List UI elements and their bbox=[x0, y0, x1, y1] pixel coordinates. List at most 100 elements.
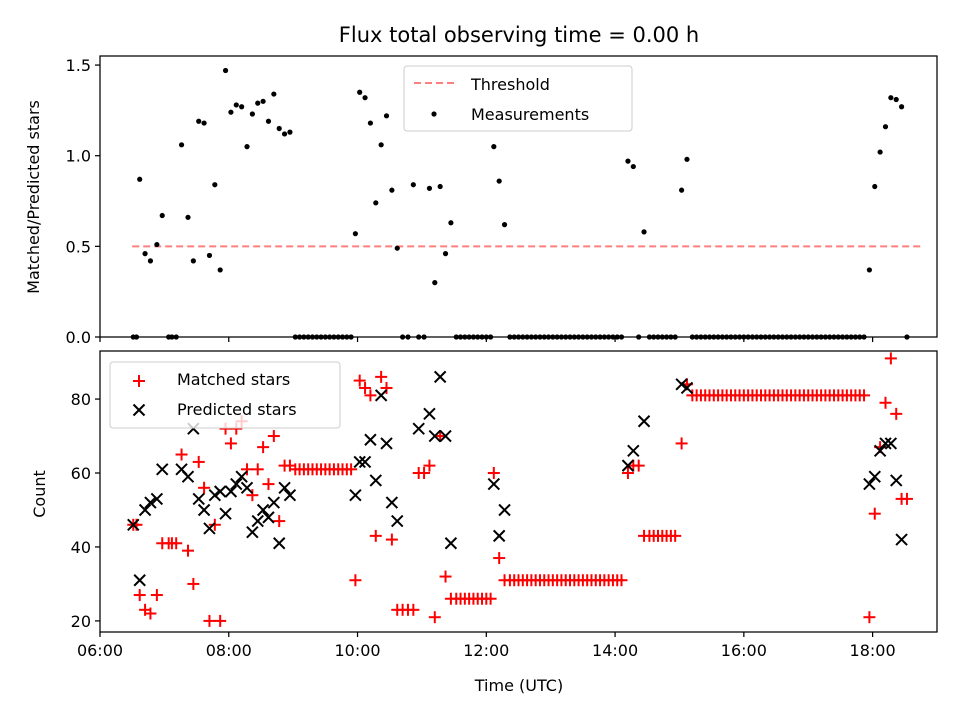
predicted-star-point bbox=[428, 429, 442, 443]
predicted-star-point bbox=[680, 381, 694, 395]
measurement-point bbox=[491, 144, 497, 150]
matched-star-point bbox=[858, 389, 871, 402]
bottom-panel: 06:00 08:00 10:00 12:00 14:00 16:00 18:00 20 40… bbox=[30, 350, 938, 695]
matched-star-point bbox=[214, 614, 227, 627]
matched-star-point bbox=[380, 381, 393, 394]
matched-star-point bbox=[890, 407, 903, 420]
predicted-star-point bbox=[213, 485, 227, 498]
bottom-legend: Matched stars Predicted stars bbox=[109, 361, 341, 429]
matched-star-point bbox=[187, 577, 200, 590]
matched-star-point bbox=[349, 574, 362, 587]
predicted-star-point bbox=[256, 503, 270, 517]
predicted-star-point bbox=[637, 415, 651, 428]
predicted-star-point bbox=[498, 503, 511, 517]
measurement-point bbox=[866, 267, 872, 273]
matched-star-point bbox=[884, 352, 897, 365]
matched-star-point bbox=[385, 533, 398, 546]
predicted-star-point bbox=[890, 474, 903, 487]
bottom-x-axis-label: Time (UTC) bbox=[474, 676, 563, 695]
matched-star-point bbox=[144, 607, 157, 620]
bottom-x-tick-label: 12:00 bbox=[463, 641, 509, 660]
measurement-point bbox=[679, 187, 685, 193]
threshold-legend-label: Threshold bbox=[470, 75, 550, 94]
measurement-point bbox=[147, 258, 154, 264]
predicted-star-point bbox=[895, 533, 908, 546]
predicted-star-point bbox=[156, 463, 169, 476]
predicted-star-point bbox=[364, 433, 377, 446]
bottom-axes-frame bbox=[99, 350, 938, 633]
predicted-star-point bbox=[150, 492, 164, 506]
predicted-star-point bbox=[433, 370, 447, 384]
measurement-point bbox=[898, 104, 905, 110]
matched-star-point bbox=[133, 589, 146, 602]
top-y-tick-label: 1.5 bbox=[66, 56, 91, 75]
predicted-star-point bbox=[262, 511, 275, 524]
predicted-star-point bbox=[444, 537, 458, 550]
matched-star-point bbox=[170, 537, 183, 550]
measurement-point bbox=[893, 96, 899, 103]
matched-star-point bbox=[224, 437, 237, 450]
predicted-star-point bbox=[283, 488, 297, 502]
predicted-star-point bbox=[181, 470, 195, 483]
predicted-star-point bbox=[868, 470, 881, 483]
matched-legend-label: Matched stars bbox=[177, 370, 290, 389]
measurement-point bbox=[496, 178, 502, 184]
matched-star-point bbox=[407, 603, 420, 616]
measurement-point bbox=[426, 185, 433, 191]
matched-star-point bbox=[900, 492, 913, 505]
matched-star-point bbox=[345, 463, 358, 476]
measurement-point bbox=[373, 200, 379, 206]
predicted-legend-swatch bbox=[132, 403, 146, 417]
measurement-point bbox=[877, 149, 883, 155]
measurement-point bbox=[437, 183, 443, 190]
predicted-star-point bbox=[127, 518, 140, 531]
matched-star-point bbox=[632, 459, 645, 472]
bottom-y-tick-label: 80 bbox=[71, 390, 91, 409]
measurement-point bbox=[233, 102, 239, 108]
predicted-star-point bbox=[224, 485, 238, 498]
top-x-ticks bbox=[99, 337, 874, 342]
measurement-point bbox=[244, 144, 250, 150]
top-legend: Threshold Measurements bbox=[403, 65, 633, 132]
predicted-star-point bbox=[492, 529, 506, 543]
measurement-point bbox=[137, 176, 143, 182]
matched-star-point bbox=[493, 552, 506, 565]
bottom-y-tick-label: 40 bbox=[71, 538, 91, 557]
matched-legend-swatch bbox=[133, 375, 145, 387]
predicted-star-point bbox=[144, 496, 157, 509]
matched-star-point bbox=[669, 529, 682, 542]
measurement-point bbox=[154, 241, 160, 248]
matched-star-point bbox=[251, 463, 264, 476]
counts-layer bbox=[127, 352, 913, 627]
matched-star-point bbox=[241, 463, 254, 476]
measurement-point bbox=[190, 258, 196, 264]
matched-star-point bbox=[181, 544, 194, 557]
predicted-star-point bbox=[627, 444, 640, 458]
predicted-star-point bbox=[251, 514, 264, 528]
predicted-star-point bbox=[385, 496, 399, 509]
measurement-point bbox=[217, 267, 223, 273]
matched-star-point bbox=[675, 437, 688, 450]
measurement-point bbox=[271, 91, 277, 97]
predicted-star-point bbox=[235, 470, 248, 483]
measurement-point bbox=[357, 89, 363, 95]
measurement-point bbox=[684, 156, 690, 162]
predicted-star-point bbox=[358, 455, 372, 469]
matched-star-point bbox=[273, 515, 286, 528]
matched-star-point bbox=[439, 570, 452, 583]
matched-star-point bbox=[364, 389, 377, 402]
predicted-star-point bbox=[423, 407, 436, 421]
measurement-point bbox=[260, 98, 266, 104]
matched-star-point bbox=[175, 448, 188, 461]
measurement-point bbox=[389, 187, 395, 193]
predicted-star-point bbox=[439, 429, 452, 443]
matched-star-point bbox=[198, 481, 211, 494]
measurement-point bbox=[222, 67, 229, 74]
top-axes-frame bbox=[99, 55, 938, 338]
measurement-point bbox=[383, 113, 390, 119]
predicted-star-point bbox=[278, 481, 291, 495]
bottom-y-axis-label: Count bbox=[30, 470, 49, 518]
measurement-point bbox=[142, 251, 148, 257]
measurement-point bbox=[255, 100, 261, 106]
measurement-point bbox=[625, 158, 631, 164]
